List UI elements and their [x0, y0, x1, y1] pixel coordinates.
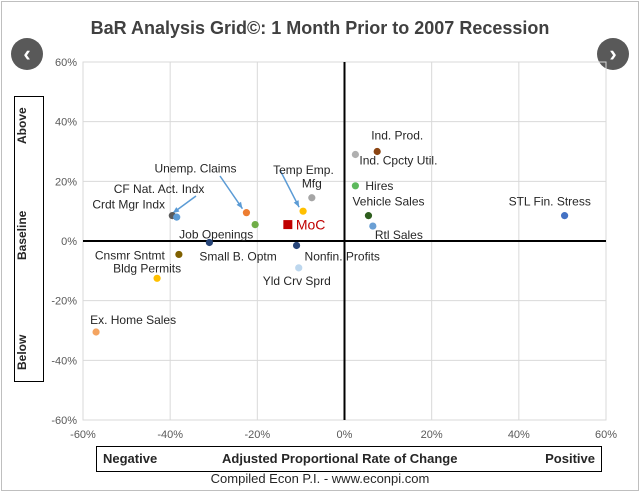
data-point	[175, 250, 183, 259]
data-point	[292, 241, 301, 250]
data-point	[373, 147, 381, 156]
data-point	[351, 150, 359, 159]
data-point-label: Yld Crv Sprd	[263, 274, 331, 288]
data-point-label: Crdt Mgr Indx	[92, 198, 165, 212]
data-point-label: Rtl Sales	[375, 228, 423, 242]
y-tick-label: -20%	[51, 296, 77, 308]
data-point	[153, 274, 161, 282]
x-tick-label: -60%	[70, 429, 96, 441]
moc-label: MoC	[296, 217, 326, 233]
data-point	[308, 194, 316, 202]
x-tick-label: 60%	[595, 429, 617, 441]
data-point	[242, 209, 251, 217]
data-point	[369, 222, 377, 230]
data-point	[364, 212, 373, 220]
y-tick-label: -60%	[51, 415, 77, 427]
y-label-above: Above	[15, 107, 29, 145]
y-label-below: Below	[15, 334, 29, 370]
data-point-label: Ex. Home Sales	[90, 313, 176, 327]
next-arrow-icon[interactable]: ›	[597, 38, 629, 70]
y-tick-label: 60%	[55, 57, 77, 69]
x-tick-label: 0%	[337, 429, 353, 441]
y-tick-label: 0%	[61, 236, 77, 248]
data-point-label: Small B. Optm	[199, 249, 276, 263]
x-tick-label: 20%	[421, 429, 443, 441]
data-point	[351, 182, 359, 190]
data-point-label: STL Fin. Stress	[509, 195, 591, 209]
data-point-label: Job Openings	[179, 228, 253, 242]
data-point-label: Nonfin. Profits	[305, 249, 380, 263]
data-point	[251, 220, 259, 229]
data-point	[560, 212, 569, 220]
data-point-label: Bldg Permits	[113, 261, 181, 275]
x-axis-label-box: Negative Adjusted Proportional Rate of C…	[96, 446, 602, 472]
y-label-baseline: Baseline	[15, 210, 29, 260]
callout-arrow-line	[279, 169, 300, 208]
x-tick-label: -20%	[244, 429, 270, 441]
data-point	[173, 213, 181, 221]
callout-arrow-line	[219, 175, 244, 210]
footer-credit: Compiled Econ P.I. - www.econpi.com	[210, 471, 430, 486]
data-point-label: Unemp. Claims	[154, 162, 236, 176]
x-label-positive: Positive	[545, 451, 595, 466]
data-point-label: Temp Emp.	[273, 163, 334, 177]
data-point	[92, 328, 100, 336]
x-tick-label: 40%	[508, 429, 530, 441]
data-point-label: Ind. Cpcty Util.	[359, 153, 437, 167]
data-point	[295, 264, 303, 272]
moc-marker	[283, 220, 293, 230]
x-label-center: Adjusted Proportional Rate of Change	[222, 451, 458, 466]
data-point	[205, 238, 213, 247]
x-tick-label: -40%	[157, 429, 183, 441]
previous-arrow-icon[interactable]: ‹	[11, 38, 43, 70]
data-point	[299, 207, 307, 215]
data-point-label: Ind. Prod.	[371, 129, 423, 143]
x-label-negative: Negative	[103, 451, 158, 466]
data-point-label: Hires	[365, 179, 393, 193]
y-tick-label: 20%	[55, 176, 77, 188]
data-point-label: Vehicle Sales	[352, 195, 424, 209]
y-axis-label-box: Above Baseline Below	[14, 96, 44, 382]
chart-title: BaR Analysis Grid©: 1 Month Prior to 200…	[90, 18, 550, 38]
callout-arrowhead	[236, 201, 243, 209]
data-point-label: Mfg	[302, 177, 322, 191]
data-point-label: Cnsmr Sntmt	[95, 248, 166, 262]
data-point-label: CF Nat. Act. Indx	[114, 182, 205, 196]
y-tick-label: -40%	[51, 355, 77, 367]
callout-arrowhead	[172, 207, 180, 214]
y-tick-label: 40%	[55, 117, 77, 129]
callout-arrowhead	[293, 200, 300, 208]
